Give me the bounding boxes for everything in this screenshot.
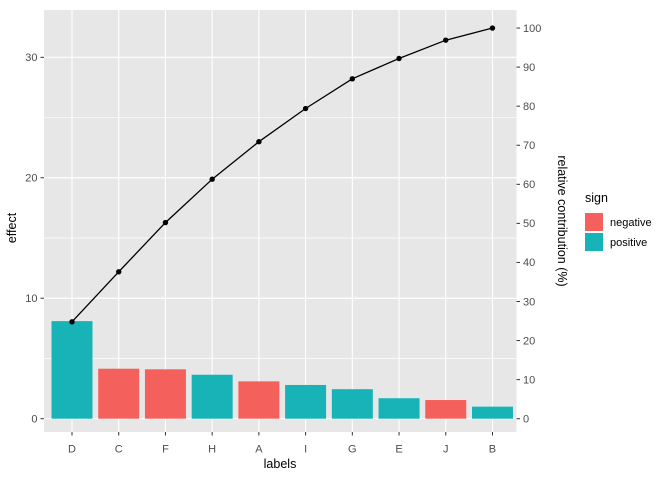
cumulative-point-C — [116, 269, 122, 275]
x-tick-label-D: D — [68, 444, 76, 456]
y-left-tick-label: 0 — [31, 414, 37, 426]
legend: sign negative positive — [585, 191, 652, 251]
y-right-tick-label: 80 — [523, 101, 535, 113]
y-left-tick-label: 20 — [25, 173, 37, 185]
bar-D — [51, 321, 93, 419]
y-right-tick-label: 0 — [523, 414, 529, 426]
cumulative-point-E — [396, 55, 402, 62]
y-left-tick-label: 30 — [25, 52, 37, 64]
cumulative-point-F — [162, 219, 169, 226]
bar-E — [378, 398, 420, 419]
y-right-axis-title: relative contribution (%) — [555, 155, 569, 286]
bar-F — [144, 369, 186, 419]
x-tick-label-A: A — [255, 444, 263, 456]
bar-series — [51, 321, 513, 419]
bar-H — [191, 374, 233, 419]
y-right-tick-label: 70 — [523, 140, 535, 152]
x-tick-label-H: H — [208, 444, 216, 456]
y-left-axis-title: effect — [5, 212, 19, 243]
x-tick-label-I: I — [304, 444, 307, 456]
bar-J — [425, 400, 467, 419]
x-tick-label-E: E — [395, 444, 402, 456]
y-right-tick-label: 100 — [523, 23, 541, 35]
legend-label-negative: negative — [610, 217, 652, 229]
cumulative-point-A — [256, 139, 262, 145]
y-right-tick-label: 10 — [523, 374, 535, 386]
cumulative-point-B — [489, 25, 496, 31]
gridlines — [44, 10, 517, 432]
cumulative-point-G — [349, 76, 356, 82]
bar-A — [238, 381, 280, 419]
x-tick-label-B: B — [489, 444, 496, 456]
x-tick-label-G: G — [348, 444, 357, 456]
bar-B — [471, 406, 513, 419]
y-right-tick-label: 30 — [523, 296, 535, 308]
y-left-tick-label: 10 — [25, 293, 37, 305]
y-right-tick-label: 20 — [523, 335, 535, 347]
cumulative-point-D — [69, 319, 75, 325]
legend-label-positive: positive — [610, 237, 647, 249]
bar-I — [285, 384, 327, 419]
x-tick-label-F: F — [162, 444, 169, 456]
cumulative-point-I — [302, 105, 309, 112]
cumulative-line-series — [69, 25, 496, 325]
legend-title: sign — [585, 191, 608, 205]
y-right-tick-label: 40 — [523, 257, 535, 269]
legend-key-negative — [585, 213, 603, 231]
y-right-tick-label: 50 — [523, 218, 535, 230]
bar-C — [98, 368, 140, 419]
axis-ticks: 0 10 20 30 0 10 20 30 40 50 60 70 80 90 100 D C F H A I G E J B — [25, 23, 541, 456]
y-right-tick-label: 90 — [523, 62, 535, 74]
cumulative-point-H — [209, 176, 215, 182]
legend-key-positive — [585, 233, 603, 251]
x-axis-title: labels — [264, 457, 297, 471]
plot-panel — [44, 10, 517, 432]
y-right-tick-label: 60 — [523, 179, 535, 191]
cumulative-line — [71, 27, 493, 323]
cumulative-point-J — [443, 37, 449, 43]
bar-G — [331, 389, 373, 419]
x-tick-label-C: C — [115, 444, 123, 456]
x-tick-label-J: J — [443, 444, 449, 456]
